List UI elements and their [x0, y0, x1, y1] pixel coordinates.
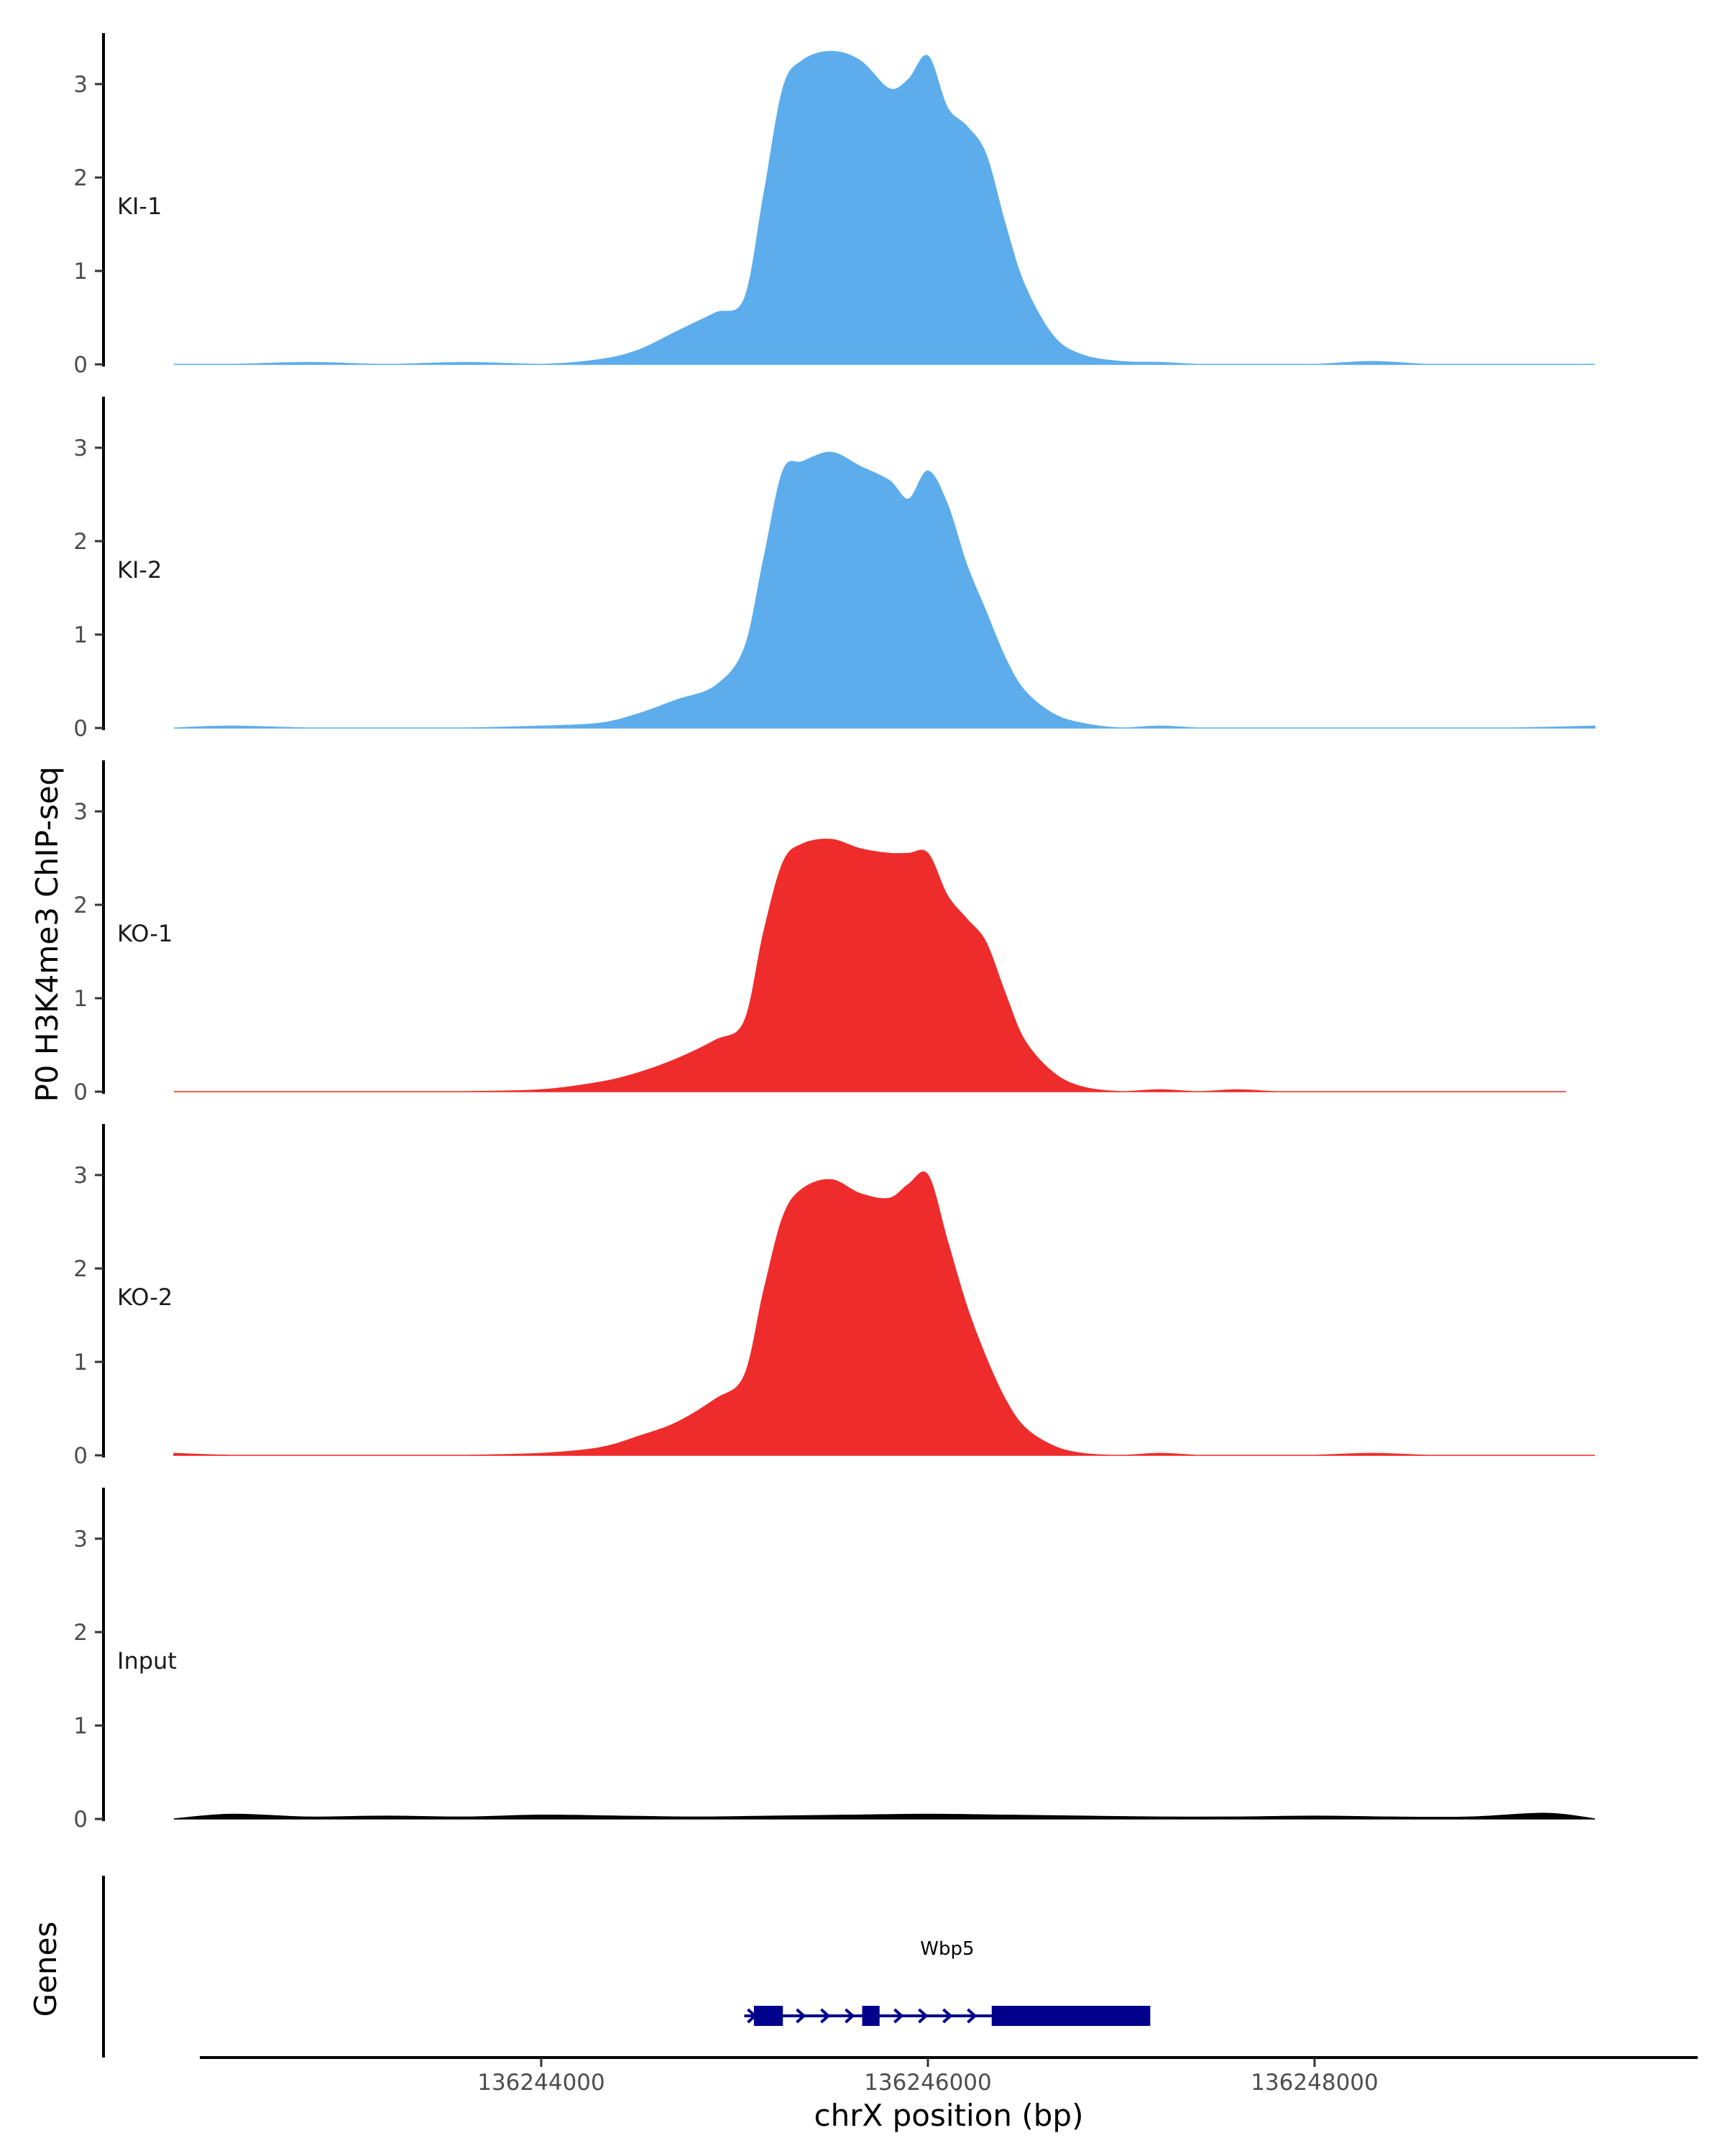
x-tick-label: 136244000 [477, 2070, 605, 2096]
track-ko-2: 0 1 2 3 KO-2 [73, 1124, 1596, 1469]
signal-area [173, 1812, 1596, 1820]
signal-area [173, 50, 1596, 365]
y-tick-label: 2 [73, 529, 88, 555]
x-tick-label: 136248000 [1251, 2070, 1379, 2096]
track-label: KO-1 [117, 920, 172, 947]
y-tick-label: 3 [73, 72, 88, 98]
track-ki-2: 0 1 2 3 KI-2 [73, 397, 1596, 742]
gene-track: Genes Wbp5 [28, 1876, 1151, 2058]
track-ki-1: 0 1 2 3 KI-1 [73, 33, 1596, 378]
signal-area [173, 451, 1596, 729]
track-label: KO-2 [117, 1284, 172, 1311]
strand-arrow [796, 2008, 806, 2024]
strand-arrow [942, 2008, 953, 2024]
y-tick-label: 3 [73, 1526, 88, 1552]
gene-exon [991, 2006, 1151, 2026]
x-tick-label: 136246000 [864, 2070, 992, 2096]
strand-arrow [893, 2008, 904, 2024]
y-tick-label: 0 [73, 352, 88, 378]
y-tick-label: 0 [73, 1079, 88, 1105]
track-label: KI-2 [117, 556, 162, 584]
y-tick-label: 1 [73, 1350, 88, 1376]
x-axis: chrX position (bp) 136244000 136246000 136… [200, 2056, 1698, 2133]
y-tick-label: 1 [73, 986, 88, 1012]
track-label: Input [117, 1647, 177, 1674]
strand-arrow [845, 2008, 855, 2024]
gene-label: Wbp5 [920, 1938, 974, 1960]
signal-area [173, 1171, 1596, 1456]
y-tick-label: 2 [73, 893, 88, 918]
strand-arrow [918, 2008, 929, 2024]
track-label: KI-1 [117, 193, 162, 220]
y-tick-label: 1 [73, 259, 88, 285]
gene-exon [753, 2006, 783, 2026]
track-input: 0 1 2 3 Input [73, 1488, 1596, 1833]
y-tick-label: 3 [73, 1163, 88, 1189]
y-tick-label: 3 [73, 436, 88, 461]
gene-wbp5: Wbp5 [744, 1938, 1151, 2026]
y-tick-label: 3 [73, 799, 88, 825]
y-axis-title: P0 H3K4me3 ChIP-seq [29, 766, 65, 1102]
gene-exon [862, 2006, 880, 2026]
y-tick-label: 0 [73, 716, 88, 742]
signal-tracks: 0 1 2 3 KI-1 0 1 2 3 KI-2 0 1 2 3 KO-1 0 1 2 3 KO-2 0 1 2 3 Inpu… [73, 33, 1596, 1833]
y-tick-label: 2 [73, 1256, 88, 1282]
signal-area [173, 838, 1566, 1092]
y-tick-label: 0 [73, 1807, 88, 1833]
y-tick-label: 2 [73, 165, 88, 191]
y-tick-label: 0 [73, 1443, 88, 1469]
track-ko-1: 0 1 2 3 KO-1 [73, 760, 1566, 1105]
y-tick-label: 1 [73, 622, 88, 648]
y-tick-label: 1 [73, 1713, 88, 1739]
gene-track-label: Genes [28, 1922, 63, 2017]
strand-arrow [820, 2008, 831, 2024]
y-tick-label: 2 [73, 1620, 88, 1646]
x-axis-title: chrX position (bp) [814, 2098, 1084, 2133]
strand-arrow [967, 2008, 978, 2024]
